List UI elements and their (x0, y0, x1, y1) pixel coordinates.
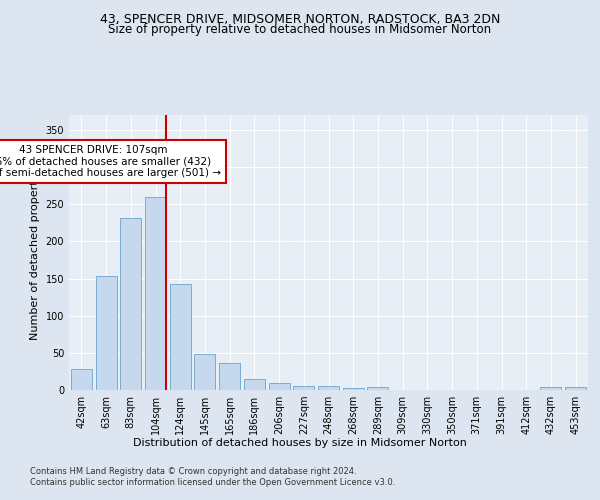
Bar (194, 354, 215, 390)
Text: Contains HM Land Registry data © Crown copyright and database right 2024.
Contai: Contains HM Land Registry data © Crown c… (30, 468, 395, 487)
Text: Size of property relative to detached houses in Midsomer Norton: Size of property relative to detached ho… (109, 24, 491, 36)
Bar (565, 387, 586, 390)
Text: 43 SPENCER DRIVE: 107sqm
← 46% of detached houses are smaller (432)
54% of semi-: 43 SPENCER DRIVE: 107sqm ← 46% of detach… (0, 144, 221, 178)
Bar (71, 369, 92, 390)
Bar (120, 218, 141, 390)
Text: 43, SPENCER DRIVE, MIDSOMER NORTON, RADSTOCK, BA3 2DN: 43, SPENCER DRIVE, MIDSOMER NORTON, RADS… (100, 12, 500, 26)
Bar (269, 384, 290, 390)
Bar (95, 276, 116, 390)
Y-axis label: Number of detached properties: Number of detached properties (30, 165, 40, 340)
Bar (367, 387, 388, 390)
Bar (219, 363, 240, 390)
Bar (170, 284, 191, 390)
Bar (541, 387, 562, 390)
Bar (244, 379, 265, 390)
Bar (318, 386, 339, 390)
Bar (145, 198, 166, 390)
Bar (343, 388, 364, 390)
Text: Distribution of detached houses by size in Midsomer Norton: Distribution of detached houses by size … (133, 438, 467, 448)
Bar (293, 386, 314, 390)
